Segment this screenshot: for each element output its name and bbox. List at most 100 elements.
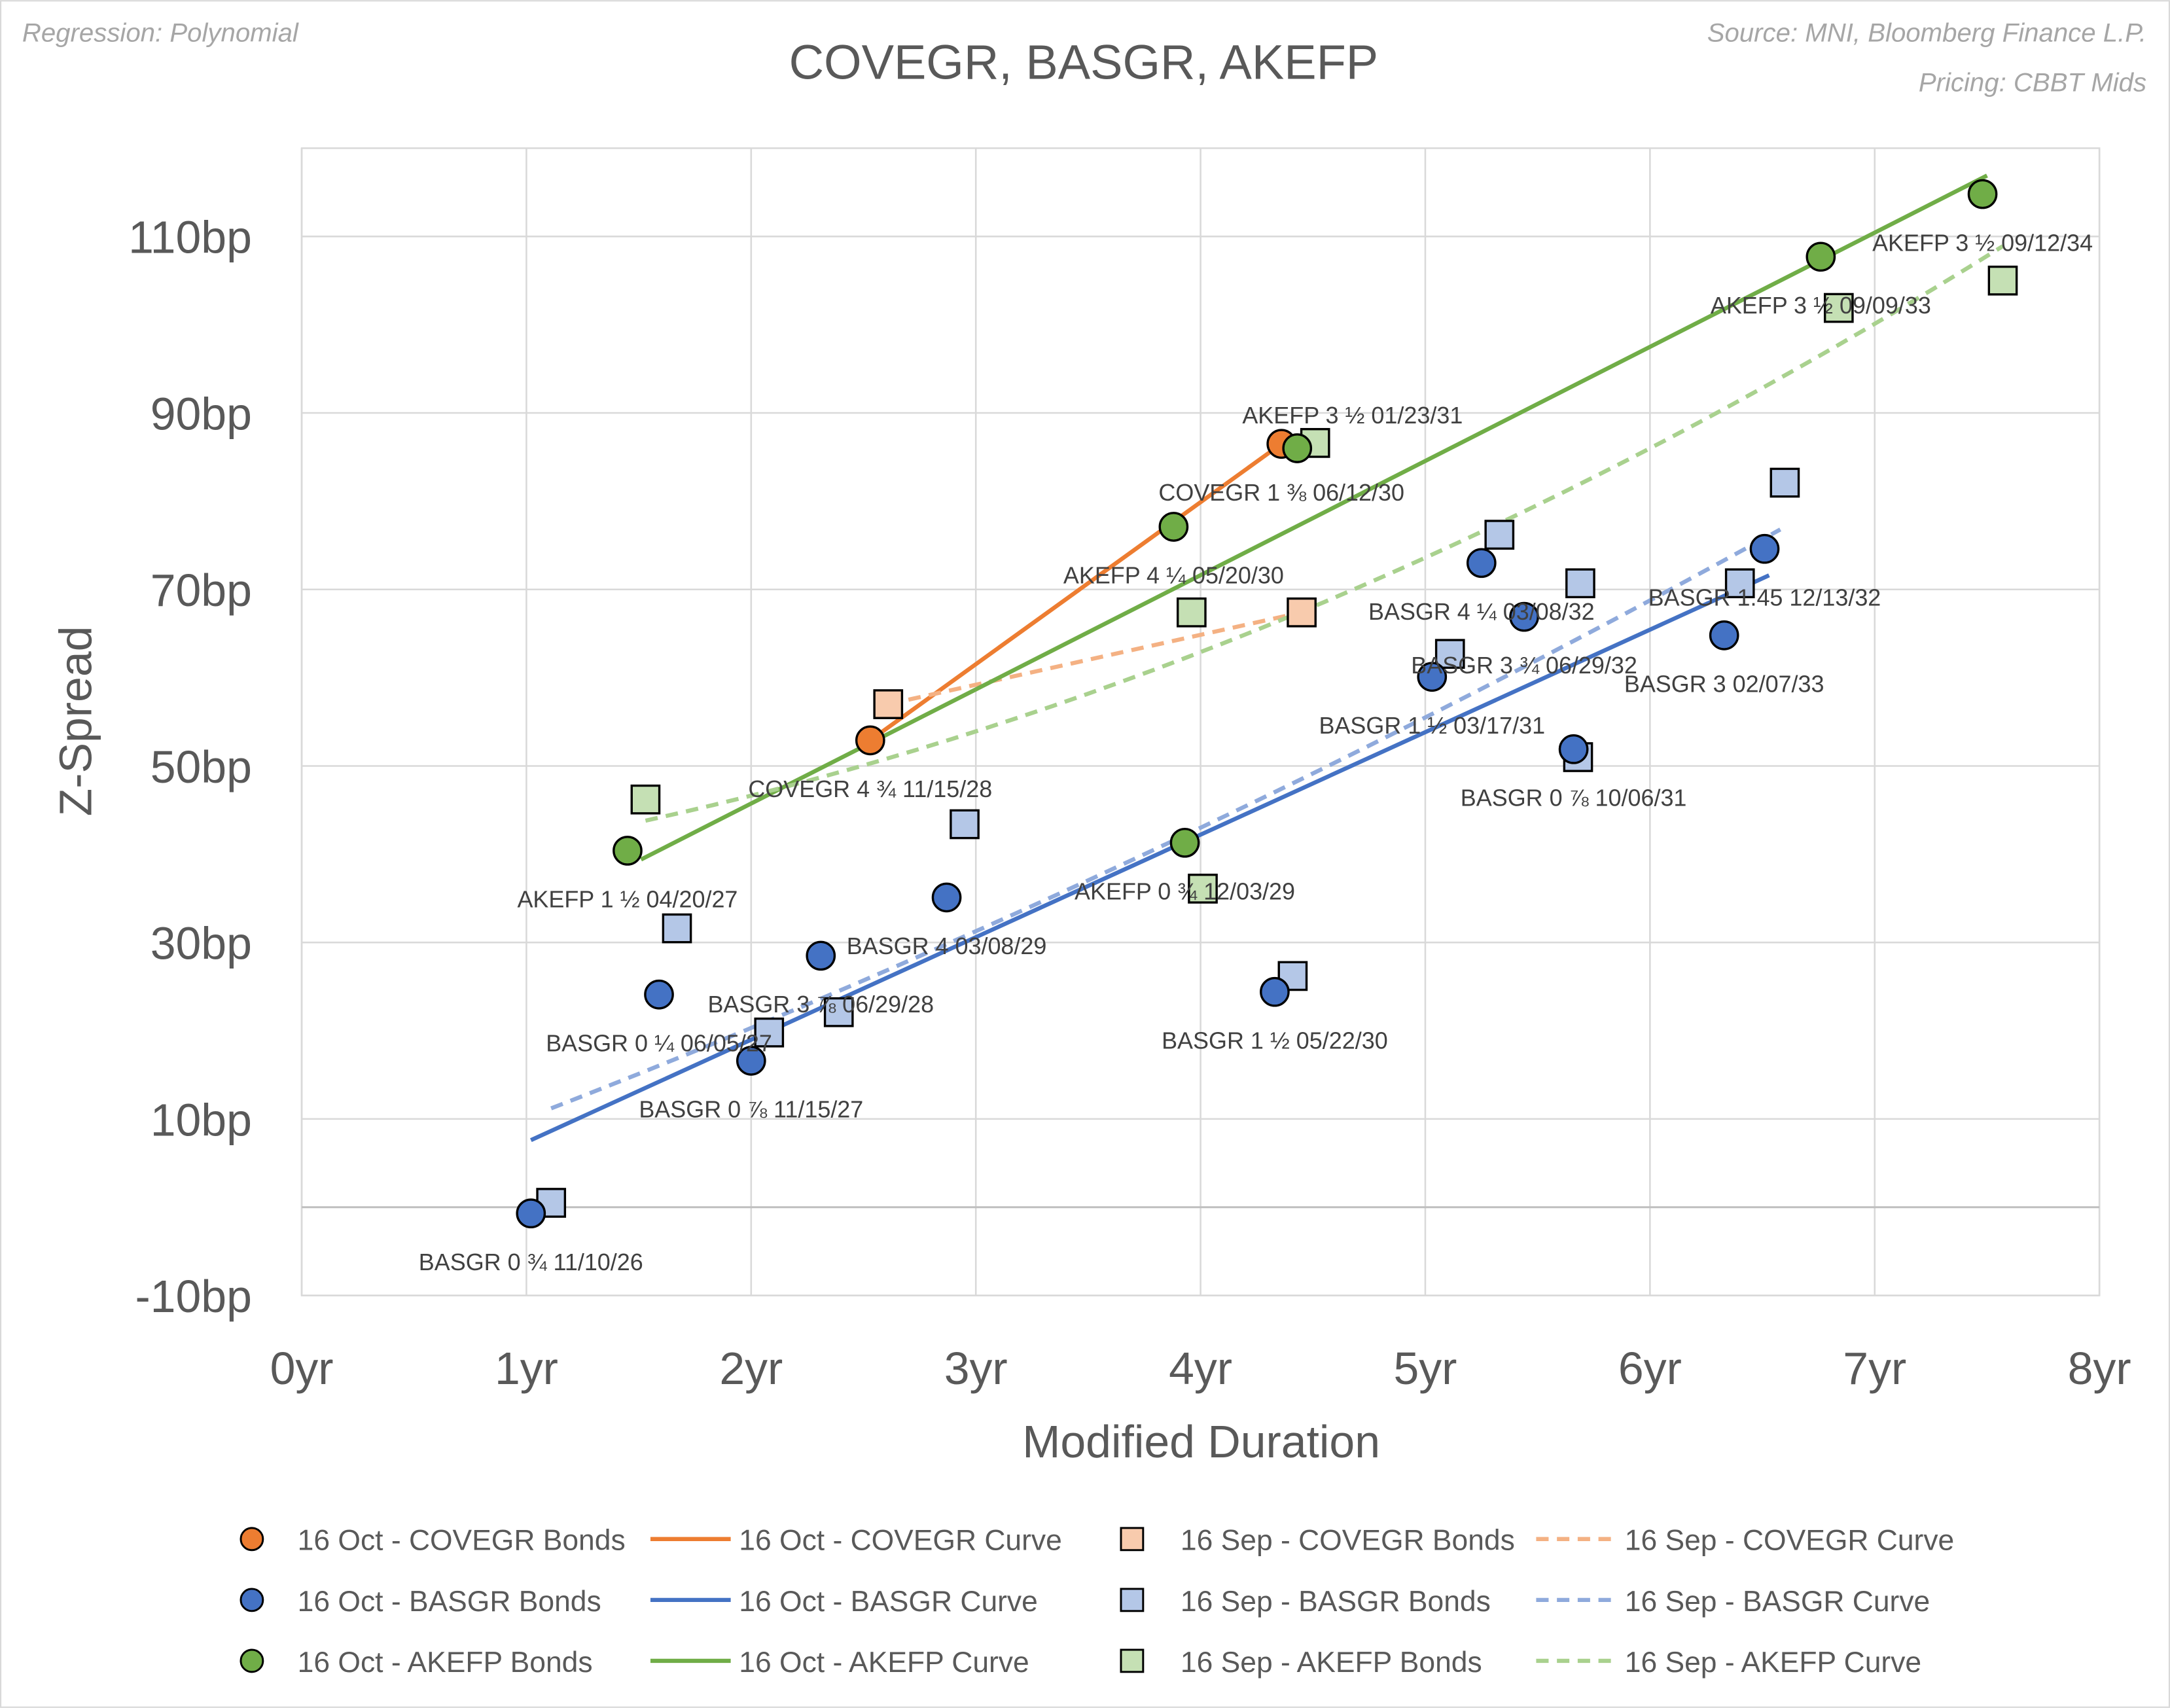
16-oct-basgr-bonds-point [644, 979, 674, 1010]
legend-item-16-sep-basgr-bonds: 16 Sep - BASGR Bonds [1120, 1586, 1491, 1618]
16-oct-basgr-bonds-point [1749, 533, 1780, 564]
legend-label: 16 Sep - AKEFP Curve [1625, 1646, 1921, 1679]
legend-item-16-oct-basgr-curve: 16 Oct - BASGR Curve [650, 1586, 1038, 1618]
legend-item-16-sep-akefp-curve: 16 Sep - AKEFP Curve [1536, 1646, 1921, 1679]
16-sep-basgr-bonds-point [1770, 467, 1800, 498]
legend-label: 16 Sep - BASGR Bonds [1181, 1586, 1491, 1618]
y-axis-ticks: -10bp 10bp 30bp 50bp 70bp 90bp 110bp [128, 212, 252, 1322]
data-label: BASGR 1 ½ 05/22/30 [1162, 1027, 1388, 1054]
data-label: COVEGR 4 ¾ 11/15/28 [748, 775, 992, 802]
legend-circle-marker [240, 1588, 264, 1612]
16-sep-basgr-bonds-point [1484, 520, 1515, 550]
legend-label: 16 Oct - BASGR Curve [739, 1586, 1038, 1618]
data-label: AKEFP 1 ½ 04/20/27 [517, 886, 738, 913]
16-oct-akefp-bonds-point [1158, 512, 1189, 542]
16-oct-basgr-bonds-point [1509, 601, 1539, 632]
legend-label: 16 Oct - AKEFP Bonds [298, 1646, 593, 1679]
x-tick-label: 2yr [719, 1343, 783, 1394]
data-label: BASGR 4 03/08/29 [847, 933, 1047, 959]
16-oct-covegr-bonds-point [855, 725, 885, 756]
data-label: BASGR 3 02/07/33 [1624, 671, 1824, 698]
markers [516, 179, 2018, 1229]
pricing-note: Pricing: CBBT Mids [1919, 68, 2146, 98]
16-sep-basgr-bonds-point [754, 1017, 785, 1048]
legend-item-16-oct-covegr-bonds: 16 Oct - COVEGR Bonds [240, 1525, 626, 1557]
source-note: Source: MNI, Bloomberg Finance L.P. [1707, 18, 2146, 48]
16-oct-akefp-bonds-point [1282, 433, 1313, 463]
legend-square-marker [1120, 1527, 1145, 1552]
16-sep-akefp-bonds-point [1177, 597, 1207, 628]
legend-label: 16 Oct - AKEFP Curve [739, 1646, 1029, 1679]
data-label: BASGR 0 ⅞ 10/06/31 [1461, 785, 1687, 811]
16-sep-akefp-bonds-point [630, 784, 661, 815]
legend-item-16-sep-covegr-bonds: 16 Sep - COVEGR Bonds [1120, 1525, 1515, 1557]
16-oct-basgr-bonds-point [516, 1198, 546, 1229]
x-tick-label: 1yr [495, 1343, 558, 1394]
y-axis-title: Z-Spread [50, 626, 101, 817]
y-tick-label: 70bp [151, 565, 252, 616]
16-oct-akefp-bonds-point [1805, 241, 1836, 272]
y-tick-label: 10bp [151, 1094, 252, 1145]
16-sep-basgr-bonds-point [1565, 568, 1595, 599]
16-oct-basgr-bonds-point [931, 882, 962, 913]
16-oct-basgr-bonds-point [806, 940, 836, 971]
16-sep-basgr-curve-line [550, 527, 1782, 1111]
data-label: AKEFP 3 ½ 09/09/33 [1711, 292, 1931, 319]
y-tick-label: -10bp [135, 1271, 251, 1322]
16-oct-basgr-bonds-point [1417, 662, 1448, 692]
16-sep-basgr-bonds-point [1277, 961, 1308, 991]
legend-circle-marker [240, 1648, 264, 1673]
legend-item-16-oct-akefp-bonds: 16 Oct - AKEFP Bonds [240, 1646, 593, 1679]
16-sep-basgr-bonds-point [662, 913, 692, 944]
x-tick-label: 6yr [1618, 1343, 1682, 1394]
16-sep-basgr-bonds-point [1724, 568, 1755, 599]
data-label: BASGR 0 ⅞ 11/15/27 [639, 1096, 863, 1123]
16-sep-covegr-bonds-point [873, 689, 904, 719]
x-axis-title: Modified Duration [1022, 1416, 1380, 1467]
16-oct-basgr-bonds-point [1558, 734, 1589, 764]
x-tick-label: 8yr [2068, 1343, 2131, 1394]
legend-square-marker [1120, 1588, 1145, 1612]
16-sep-basgr-bonds-point [823, 997, 854, 1027]
legend-circle-marker [240, 1527, 264, 1552]
16-sep-akefp-bonds-point [1823, 293, 1854, 323]
legend-item-16-sep-basgr-curve: 16 Sep - BASGR Curve [1536, 1586, 1930, 1618]
y-tick-label: 50bp [151, 741, 252, 792]
16-sep-akefp-bonds-point [1987, 265, 2018, 296]
data-label: AKEFP 4 ¼ 05/20/30 [1063, 562, 1284, 589]
legend: 16 Oct - COVEGR Bonds 16 Oct - COVEGR Cur… [240, 1525, 1954, 1679]
legend-label: 16 Sep - BASGR Curve [1625, 1586, 1930, 1618]
16-sep-basgr-bonds-point [1434, 639, 1465, 669]
x-axis-ticks: 0yr 1yr 2yr 3yr 4yr 5yr 6yr 7yr 8yr [270, 1343, 2131, 1394]
data-label: AKEFP 3 ½ 09/12/34 [1872, 229, 2093, 256]
16-oct-basgr-bonds-point [1260, 976, 1290, 1007]
x-tick-label: 3yr [944, 1343, 1008, 1394]
16-oct-akefp-bonds-point [613, 836, 643, 866]
legend-item-16-oct-covegr-curve: 16 Oct - COVEGR Curve [650, 1525, 1062, 1557]
16-sep-akefp-bonds-point [1188, 874, 1218, 904]
x-tick-label: 0yr [270, 1343, 334, 1394]
data-label: BASGR 1 ½ 03/17/31 [1319, 712, 1545, 739]
16-oct-basgr-bonds-point [1466, 548, 1497, 578]
legend-square-marker [1120, 1648, 1145, 1673]
16-oct-akefp-bonds-point [1967, 179, 1998, 209]
data-label: COVEGR 1 ⅜ 06/12/30 [1158, 479, 1404, 506]
gridlines [300, 147, 2101, 1296]
data-label: BASGR 3 ⅞ 06/29/28 [707, 991, 934, 1018]
legend-item-16-sep-akefp-bonds: 16 Sep - AKEFP Bonds [1120, 1646, 1482, 1679]
16-oct-akefp-bonds-point [1169, 827, 1200, 858]
legend-label: 16 Oct - BASGR Bonds [298, 1586, 601, 1618]
data-label: BASGR 1.45 12/13/32 [1648, 584, 1881, 611]
y-tick-label: 110bp [128, 212, 252, 263]
legend-label: 16 Sep - COVEGR Curve [1625, 1525, 1954, 1557]
legend-label: 16 Oct - COVEGR Curve [739, 1525, 1062, 1557]
legend-item-16-oct-basgr-bonds: 16 Oct - BASGR Bonds [240, 1586, 601, 1618]
legend-item-16-sep-covegr-curve: 16 Sep - COVEGR Curve [1536, 1525, 1954, 1557]
x-tick-label: 5yr [1394, 1343, 1457, 1394]
data-label: BASGR 0 ¼ 06/05/27 [546, 1029, 772, 1056]
legend-label: 16 Sep - COVEGR Bonds [1181, 1525, 1515, 1557]
data-label: BASGR 3 ¾ 06/29/32 [1411, 652, 1637, 679]
legend-label: 16 Oct - COVEGR Bonds [298, 1525, 626, 1557]
